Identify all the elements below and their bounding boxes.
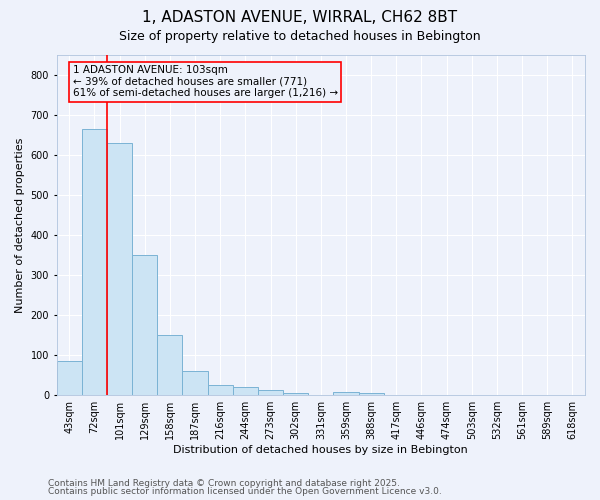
Bar [182,371,208,395]
Bar [107,143,132,395]
Text: 1, ADASTON AVENUE, WIRRAL, CH62 8BT: 1, ADASTON AVENUE, WIRRAL, CH62 8BT [142,10,458,25]
Y-axis label: Number of detached properties: Number of detached properties [15,138,25,313]
Bar [283,393,308,395]
Bar [208,385,233,395]
Bar [56,361,82,395]
Bar [157,335,182,395]
Text: Contains HM Land Registry data © Crown copyright and database right 2025.: Contains HM Land Registry data © Crown c… [48,478,400,488]
Text: Contains public sector information licensed under the Open Government Licence v3: Contains public sector information licen… [48,487,442,496]
Text: Size of property relative to detached houses in Bebington: Size of property relative to detached ho… [119,30,481,43]
Bar [359,393,384,395]
Bar [334,392,359,395]
Bar [132,255,157,395]
Bar [258,390,283,395]
Text: 1 ADASTON AVENUE: 103sqm
← 39% of detached houses are smaller (771)
61% of semi-: 1 ADASTON AVENUE: 103sqm ← 39% of detach… [73,65,338,98]
Bar [233,387,258,395]
Bar [82,129,107,395]
X-axis label: Distribution of detached houses by size in Bebington: Distribution of detached houses by size … [173,445,468,455]
